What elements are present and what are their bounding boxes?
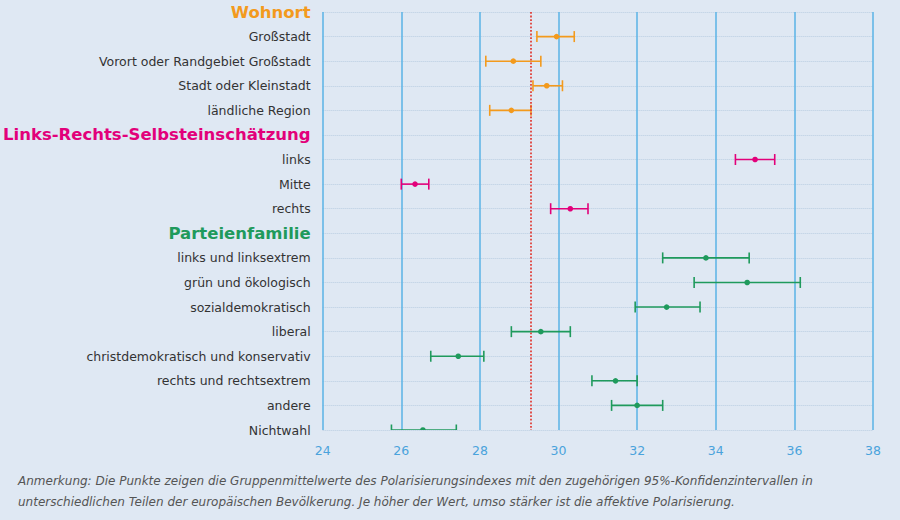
svg-text:Vorort oder Randgebiet Großsta: Vorort oder Randgebiet Großstadt [99,54,311,69]
svg-text:rechts: rechts [272,201,311,216]
svg-text:Stadt oder Kleinstadt: Stadt oder Kleinstadt [178,78,310,93]
svg-text:links und linksextrem: links und linksextrem [177,250,310,265]
svg-text:sozialdemokratisch: sozialdemokratisch [190,300,311,315]
svg-text:grün und ökologisch: grün und ökologisch [184,275,311,290]
svg-text:30: 30 [551,443,567,458]
html-text:Anmerkung: Die Punkte zeigen d: Anmerkung: Die Punkte zeigen die Gruppen… [18,474,813,509]
svg-text:rechts und rechtsextrem: rechts und rechtsextrem [157,373,311,388]
svg-text:38: 38 [865,443,881,458]
svg-text:Mitte: Mitte [279,177,311,192]
svg-text:34: 34 [708,443,724,458]
svg-text:Wohnort: Wohnort [231,3,311,22]
svg-text:liberal: liberal [272,324,311,339]
svg-text:Parteienfamilie: Parteienfamilie [168,224,310,243]
svg-text:Nichtwahl: Nichtwahl [249,423,311,438]
svg-text:28: 28 [472,443,488,458]
svg-text:links: links [282,152,311,167]
svg-text:36: 36 [786,443,802,458]
svg-text:26: 26 [393,443,409,458]
svg-text:32: 32 [629,443,645,458]
svg-text:Großstadt: Großstadt [249,29,311,44]
svg-text:Links-Rechts-Selbsteinschätzun: Links-Rechts-Selbsteinschätzung [3,125,311,144]
svg-text:christdemokratisch und konserv: christdemokratisch und konservativ [86,349,311,364]
svg-text:24: 24 [315,443,331,458]
svg-text:andere: andere [267,398,311,413]
svg-text:ländliche Region: ländliche Region [207,103,310,118]
